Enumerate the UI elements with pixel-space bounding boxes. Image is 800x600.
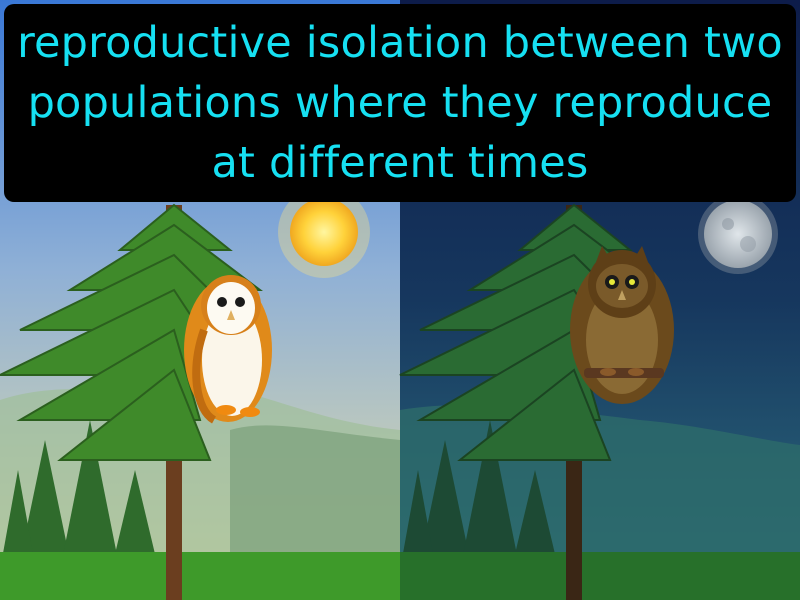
sun-icon [278,186,370,278]
night-grass [400,552,800,600]
moon-icon [698,194,778,274]
caption-text: reproductive isolation between two popul… [17,18,783,188]
day-background-pines [0,420,160,575]
barn-owl-icon [184,275,272,424]
night-background-pines [400,420,560,575]
day-pine-tree [0,203,263,600]
caption-box: reproductive isolation between two popul… [4,4,796,202]
brown-owl-icon [570,246,674,404]
day-grass [0,552,400,600]
